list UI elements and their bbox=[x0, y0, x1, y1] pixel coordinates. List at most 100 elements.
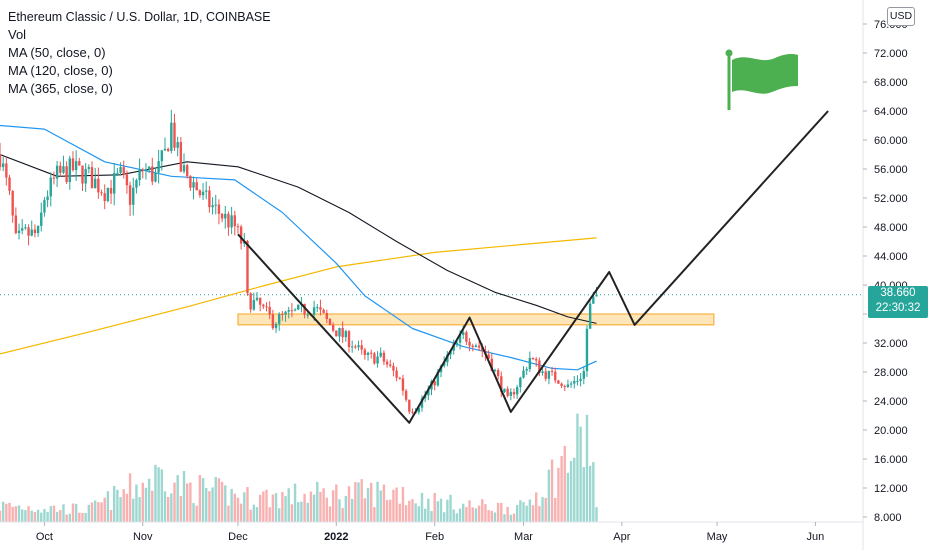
candle-body bbox=[588, 303, 592, 329]
y-tick-label: 52.000 bbox=[874, 193, 908, 205]
volume-bar bbox=[563, 445, 566, 522]
volume-bar bbox=[493, 512, 497, 522]
volume-bar bbox=[468, 500, 471, 522]
candle-body bbox=[335, 330, 338, 337]
candle-body bbox=[205, 190, 208, 192]
volume-bar bbox=[588, 465, 592, 522]
candle-body bbox=[376, 356, 379, 364]
candle-body bbox=[163, 148, 167, 151]
volume-bar bbox=[24, 510, 27, 522]
volume-bar bbox=[132, 498, 135, 522]
volume-bar bbox=[515, 504, 519, 522]
candle-body bbox=[249, 293, 252, 310]
candle-body bbox=[239, 226, 243, 244]
volume-bar bbox=[547, 469, 551, 522]
volume-bar bbox=[560, 456, 563, 522]
volume-bar bbox=[151, 490, 154, 522]
candle-body bbox=[404, 390, 408, 400]
legend-item-vol[interactable]: Vol bbox=[8, 27, 27, 42]
candle-body bbox=[141, 169, 144, 171]
candle-body bbox=[522, 370, 525, 378]
volume-bar bbox=[376, 481, 379, 522]
volume-bar bbox=[414, 503, 417, 522]
candle-body bbox=[157, 161, 160, 173]
candle-body bbox=[595, 294, 598, 297]
candle-body bbox=[119, 167, 122, 173]
volume-bar bbox=[239, 503, 243, 522]
candle-body bbox=[389, 364, 392, 366]
volume-bar bbox=[395, 487, 398, 522]
candle-body bbox=[493, 369, 497, 371]
volume-bar bbox=[566, 472, 570, 522]
candle-body bbox=[179, 142, 183, 172]
legend-item-ma120[interactable]: MA (120, close, 0) bbox=[8, 63, 113, 78]
candle-body bbox=[147, 166, 151, 170]
candle-body bbox=[154, 172, 157, 182]
volume-bar bbox=[579, 426, 582, 522]
volume-bar bbox=[97, 502, 100, 522]
volume-bar bbox=[40, 512, 43, 522]
volume-bar bbox=[554, 497, 557, 522]
volume-bar bbox=[357, 482, 360, 522]
candle-body bbox=[436, 372, 440, 386]
volume-bar bbox=[74, 503, 78, 522]
currency-button[interactable]: USD bbox=[887, 7, 915, 26]
candle-body bbox=[297, 304, 300, 310]
candle-body bbox=[325, 312, 328, 320]
volume-bar bbox=[122, 489, 125, 522]
candle-body bbox=[201, 191, 205, 196]
volume-bar bbox=[36, 509, 40, 522]
candle-body bbox=[433, 381, 436, 386]
volume-bar bbox=[278, 508, 281, 522]
volume-bar bbox=[446, 499, 449, 522]
volume-bar bbox=[519, 500, 522, 522]
candle-body bbox=[557, 380, 560, 384]
volume-bar bbox=[398, 503, 401, 522]
volume-bar bbox=[474, 508, 478, 522]
volume-bar bbox=[573, 457, 576, 522]
volume-bar bbox=[458, 508, 462, 522]
legend-item-ma365[interactable]: MA (365, close, 0) bbox=[8, 81, 113, 96]
candle-body bbox=[97, 178, 100, 193]
volume-bar bbox=[236, 497, 240, 522]
volume-bar bbox=[90, 502, 94, 522]
candle-body bbox=[122, 167, 125, 175]
volume-bar bbox=[503, 514, 506, 522]
volume-bar bbox=[379, 490, 382, 522]
volume-bar bbox=[522, 502, 525, 522]
volume-bar bbox=[201, 478, 205, 522]
y-tick-label: 20.000 bbox=[874, 425, 908, 437]
volume-bar bbox=[439, 498, 443, 522]
volume-bar bbox=[423, 508, 427, 522]
volume-bar bbox=[322, 488, 325, 522]
candle-body bbox=[408, 399, 411, 412]
candle-body bbox=[144, 169, 148, 171]
volume-bar bbox=[192, 503, 195, 522]
y-tick-label: 24.000 bbox=[874, 396, 908, 408]
volume-bar bbox=[65, 514, 68, 522]
candle-body bbox=[55, 165, 59, 179]
candle-body bbox=[569, 383, 573, 385]
volume-bar bbox=[224, 485, 227, 522]
candle-body bbox=[303, 303, 306, 315]
volume-bar bbox=[544, 497, 547, 522]
volume-bar bbox=[442, 512, 446, 522]
y-tick-label: 48.000 bbox=[874, 222, 908, 234]
candle-body bbox=[506, 388, 509, 396]
candle-body bbox=[354, 346, 357, 348]
candle-body bbox=[65, 166, 68, 183]
ma365-line bbox=[0, 237, 597, 355]
candle-body bbox=[274, 323, 278, 329]
candle-body bbox=[11, 190, 14, 216]
volume-bar bbox=[265, 489, 268, 522]
volume-bar bbox=[404, 505, 408, 522]
volume-bar bbox=[309, 491, 313, 522]
candle-body bbox=[379, 352, 382, 357]
volume-bar bbox=[576, 413, 579, 522]
volume-bar bbox=[160, 469, 164, 522]
candle-body bbox=[90, 167, 94, 189]
volume-bar bbox=[30, 510, 33, 522]
legend-item-ma50[interactable]: MA (50, close, 0) bbox=[8, 45, 106, 60]
candle-body bbox=[198, 190, 202, 196]
